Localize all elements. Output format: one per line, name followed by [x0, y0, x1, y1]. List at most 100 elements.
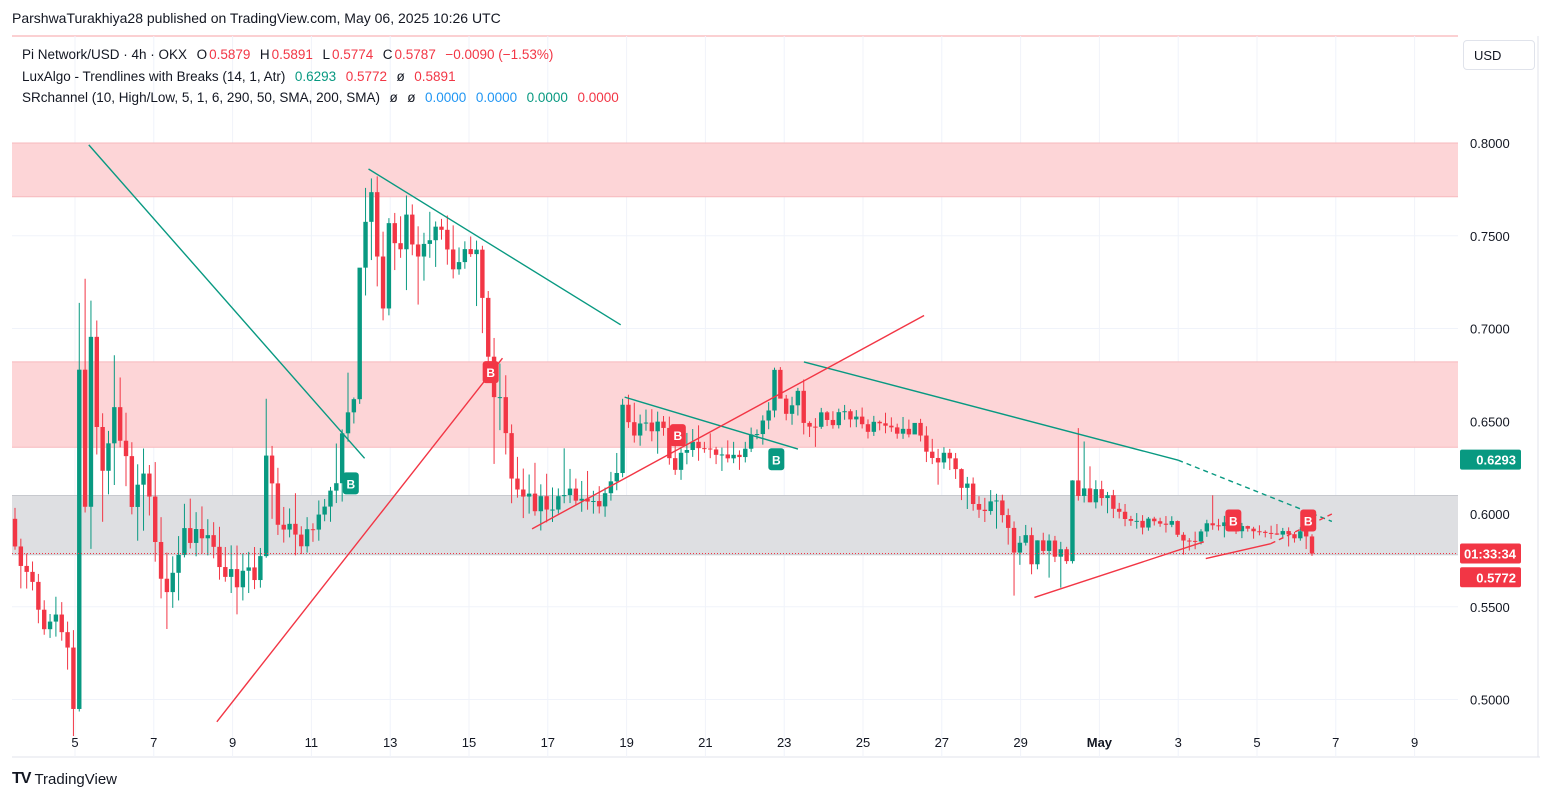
- candle-body: [1052, 540, 1058, 557]
- x-axis-tick-label: 11: [305, 735, 319, 750]
- candle-body: [731, 454, 736, 459]
- candle-body: [404, 214, 409, 250]
- indicator-trendlines-name[interactable]: LuxAlgo - Trendlines with Breaks (14, 1,…: [22, 68, 286, 84]
- indicator-srchannel-name[interactable]: SRchannel (10, High/Low, 5, 1, 6, 290, 5…: [22, 90, 380, 105]
- candle-body: [1076, 480, 1081, 497]
- candle-body: [702, 448, 707, 450]
- bear-break-label: [1300, 509, 1317, 532]
- candle-body: [661, 421, 666, 428]
- symbol-legend-row[interactable]: Pi Network/USD · 4h · OKX O 0.5879 H 0.589…: [22, 44, 621, 66]
- candle-body: [1134, 520, 1139, 522]
- currency-button[interactable]: USD: [1463, 40, 1535, 70]
- symbol-name[interactable]: Pi Network/USD · 4h · OKX: [22, 47, 188, 62]
- candle-body: [450, 249, 456, 270]
- candle-body: [1280, 531, 1285, 535]
- tradingview-branding[interactable]: TV TradingView: [12, 770, 117, 788]
- candle-body: [807, 422, 812, 427]
- x-axis-tick-label: 15: [462, 735, 476, 750]
- candle-body: [1175, 521, 1180, 535]
- candle-body: [252, 567, 257, 581]
- candle-body: [1222, 522, 1227, 527]
- candle-body: [819, 412, 824, 427]
- candle-body: [965, 483, 970, 488]
- candle-body: [1157, 521, 1163, 524]
- y-axis-tick-label: 0.5500: [1470, 600, 1510, 615]
- candle-body: [1070, 480, 1075, 562]
- candle-body: [386, 223, 392, 309]
- x-axis-tick-label: May: [1087, 735, 1113, 750]
- candle-body: [228, 569, 234, 577]
- candle-body: [287, 523, 292, 530]
- indicator-srchannel-null-2: ø: [407, 90, 416, 105]
- y-axis-tick-label: 0.7000: [1470, 322, 1510, 337]
- break-label-text: B: [673, 429, 682, 443]
- candle-body: [486, 297, 491, 357]
- candle-body: [1046, 540, 1052, 551]
- trendline-price-badge-text: 0.6293: [1476, 453, 1516, 468]
- x-axis-tick-label: 27: [935, 735, 949, 750]
- candle-body: [398, 243, 403, 250]
- candle-body: [42, 609, 47, 630]
- indicator-srchannel-null-1: ø: [389, 90, 398, 105]
- candle-body: [935, 457, 941, 463]
- change-value: −0.0090 (−1.53%): [445, 47, 554, 62]
- candle-body: [1245, 526, 1250, 529]
- candle-body: [351, 399, 357, 413]
- break-label-text: B: [346, 477, 355, 491]
- candle-body: [158, 542, 164, 579]
- indicator-srchannel-row[interactable]: SRchannel (10, High/Low, 5, 1, 6, 290, 5…: [22, 87, 621, 109]
- uptrend-line: [1270, 513, 1333, 545]
- break-label-text: B: [772, 453, 781, 467]
- candle-body: [620, 404, 625, 474]
- candle-body: [1035, 540, 1040, 565]
- candle-body: [117, 407, 123, 441]
- candle-body: [865, 424, 871, 432]
- candle-body: [47, 621, 53, 630]
- candle-body: [824, 412, 830, 420]
- candle-body: [234, 569, 240, 588]
- candle-body: [1169, 521, 1174, 525]
- trendline-price-badge: [1460, 449, 1521, 470]
- candle-body: [1239, 526, 1245, 532]
- candle-body: [585, 498, 590, 502]
- candle-body: [36, 581, 41, 610]
- downtrend-line: [803, 361, 1179, 461]
- candle-body: [854, 416, 859, 420]
- candle-body: [754, 434, 760, 436]
- candle-body: [1303, 531, 1309, 537]
- candle-body: [830, 419, 836, 426]
- y-axis-tick-label: 0.5000: [1470, 693, 1510, 708]
- candle-body: [556, 496, 561, 510]
- x-axis-tick-label: 5: [1253, 735, 1260, 750]
- candle-body: [153, 496, 158, 543]
- candle-body: [258, 556, 263, 581]
- candle-body: [783, 398, 789, 414]
- candle-body: [760, 420, 766, 435]
- candle-body: [170, 572, 175, 593]
- bear-break-label: [669, 424, 686, 447]
- candle-body: [748, 434, 754, 449]
- candle-body: [275, 483, 281, 525]
- x-axis-tick-label: 21: [698, 735, 712, 750]
- chart-legend: Pi Network/USD · 4h · OKX O 0.5879 H 0.589…: [22, 44, 621, 109]
- candle-body: [1251, 528, 1256, 532]
- low-label: L: [322, 47, 330, 62]
- indicator-srchannel-value-2: 0.0000: [475, 90, 518, 105]
- candle-body: [82, 369, 88, 507]
- indicator-trendlines-row[interactable]: LuxAlgo - Trendlines with Breaks (14, 1,…: [22, 66, 621, 88]
- candle-body: [310, 529, 316, 531]
- candle-body: [193, 529, 199, 543]
- x-axis-tick-label: 9: [1411, 735, 1418, 750]
- break-label-text: B: [1304, 514, 1313, 528]
- candle-body: [795, 390, 801, 406]
- candle-body: [217, 546, 222, 568]
- candle-body: [339, 433, 345, 484]
- candle-body: [1023, 535, 1028, 543]
- break-label-text: B: [486, 366, 495, 380]
- candle-body: [322, 506, 327, 515]
- candle-body: [883, 423, 888, 426]
- candle-body: [561, 495, 567, 497]
- candle-body: [1210, 523, 1215, 526]
